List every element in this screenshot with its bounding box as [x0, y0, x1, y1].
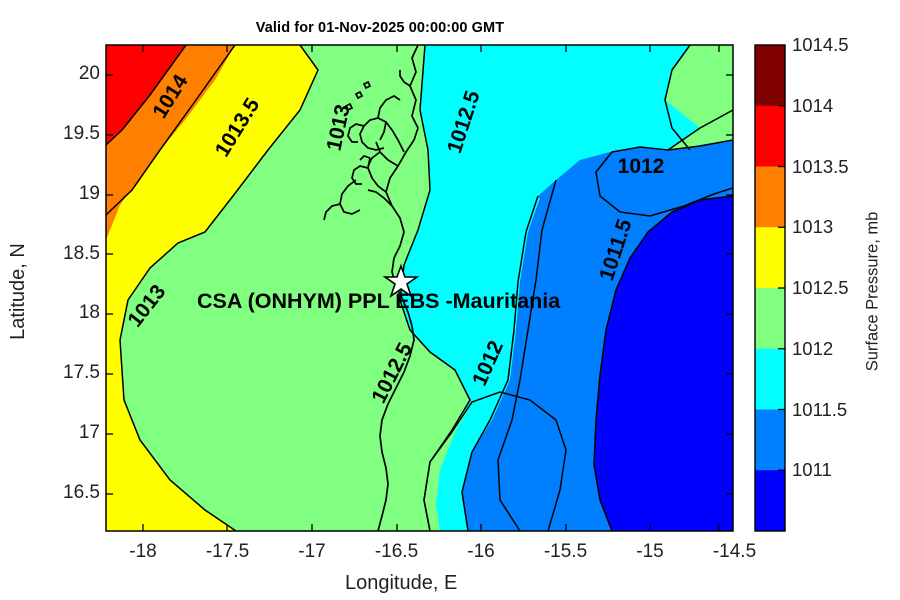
colorbar-band	[755, 470, 785, 532]
colorbar-band	[755, 166, 785, 228]
x-tick-label: -15.5	[543, 541, 588, 562]
y-tick-label: 16.5	[63, 481, 100, 503]
star-marker	[382, 263, 420, 299]
colorbar	[754, 44, 786, 532]
y-tick-label: 20	[78, 63, 100, 84]
y-tick-label: 19	[78, 182, 100, 204]
colorbar-tick-label: 1014.5	[792, 34, 849, 55]
y-tick-label: 17.5	[63, 362, 100, 384]
y-tick-label: 18	[78, 302, 100, 324]
colorbar-tick-label: 1012	[792, 337, 834, 359]
colorbar-band	[755, 105, 785, 167]
colorbar-tick-label: 1012.5	[792, 277, 849, 298]
contour-lines	[106, 45, 733, 531]
y-axis-title: Latitude, N	[6, 243, 29, 340]
colorbar-band	[755, 409, 785, 471]
coastline	[323, 45, 419, 531]
y-tick-label: 17	[78, 422, 100, 444]
x-tick-label: -17	[298, 541, 326, 562]
colorbar-tick-label: 1013	[792, 216, 834, 238]
colorbar-band	[755, 288, 785, 350]
axis-ticks	[106, 45, 733, 531]
y-tick-label: 19.5	[63, 122, 100, 144]
x-tick-label: -14.5	[712, 541, 757, 562]
contour-label: 1012	[618, 155, 665, 178]
colorbar-band	[755, 348, 785, 410]
x-tick-label: -18	[129, 541, 157, 562]
station-label: CSA (ONHYM) PPL EBS -Mauritania	[197, 289, 561, 313]
y-tick-label: 18.5	[63, 242, 100, 264]
station-annotation: CSA (ONHYM) PPL EBS -Mauritania	[197, 263, 561, 313]
x-tick-label: -16.5	[374, 541, 419, 562]
colorbar-tick-label: 1013.5	[792, 155, 849, 177]
colorbar-tick-label: 1011.5	[792, 398, 848, 420]
plot-border	[105, 44, 734, 532]
colorbar-band	[755, 45, 785, 107]
colorbar-tick-label: 1011	[792, 459, 832, 481]
x-tick-label: -16	[467, 541, 495, 562]
x-tick-label: -17.5	[205, 541, 250, 562]
x-tick-label: -15	[636, 541, 664, 562]
colorbar-band	[755, 227, 785, 289]
page-title: Valid for 01-Nov-2025 00:00:00 GMT	[255, 20, 505, 36]
colorbar-title: Surface Pressure, mb	[863, 211, 882, 372]
x-axis-title: Longitude, E	[345, 572, 458, 594]
contour-fill-layer	[106, 45, 733, 531]
colorbar-tick-label: 1014	[792, 94, 834, 116]
